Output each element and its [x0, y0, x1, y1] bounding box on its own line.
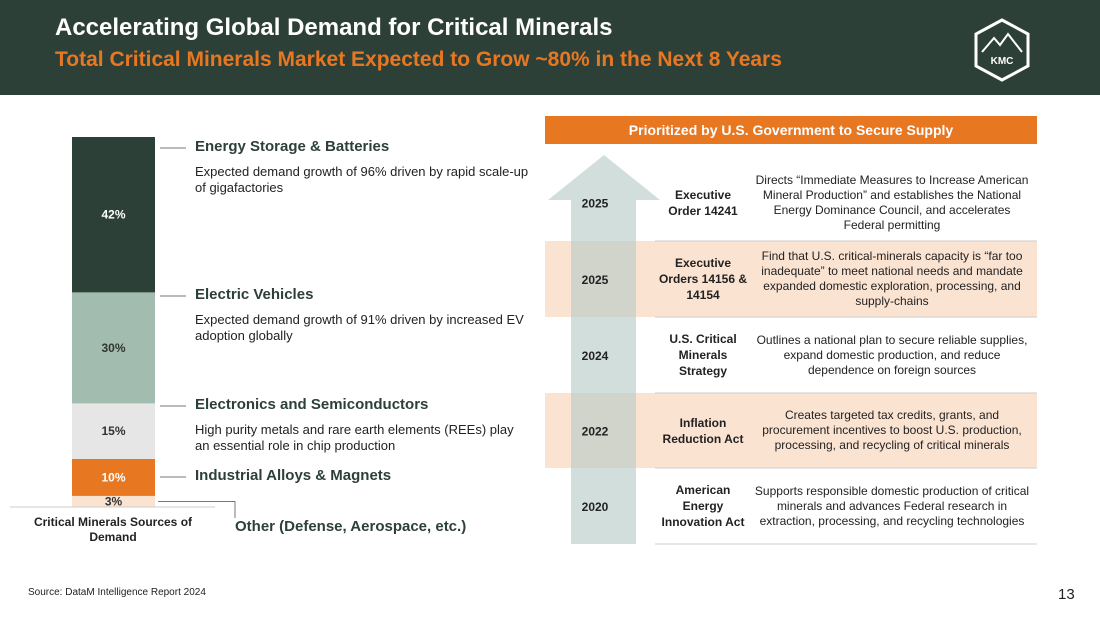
series-name: Electronics and Semiconductors	[195, 396, 429, 413]
row-description: Find that U.S. critical-minerals capacit…	[761, 249, 1023, 308]
series-description: Expected demand growth of 91% driven by …	[195, 312, 524, 343]
row-title: Executive Order 14241	[668, 187, 738, 218]
bar-segment	[72, 495, 155, 507]
series-name: Electric Vehicles	[195, 286, 314, 303]
value-label: 3%	[105, 494, 123, 508]
series-name: Energy Storage & Batteries	[195, 138, 390, 155]
row-year: 2024	[582, 349, 609, 363]
series-description: High purity metals and rare earth elemen…	[195, 422, 514, 453]
connector	[158, 500, 236, 518]
bar-segment	[72, 137, 155, 293]
bar-segment	[72, 292, 155, 404]
series-name: Industrial Alloys & Magnets	[195, 467, 392, 484]
bar-segment	[72, 403, 155, 459]
row-description: Supports responsible domestic production…	[754, 483, 1030, 528]
subtitle: Total Critical Minerals Market Expected …	[55, 48, 782, 71]
series-name: Other (Defense, Aerospace, etc.)	[235, 518, 467, 535]
table-title: Prioritized by U.S. Government to Secure…	[629, 122, 954, 138]
row-year: 2020	[582, 500, 609, 514]
row-description: Creates targeted tax credits, grants, an…	[762, 408, 1022, 452]
row-title: U.S. Critical Minerals Strategy	[669, 332, 737, 378]
series-description: Expected demand growth of 96% driven by …	[195, 164, 529, 195]
row-year: 2022	[582, 425, 609, 439]
source: Source: DataM Intelligence Report 2024	[28, 587, 206, 598]
logo-mountain	[981, 32, 1023, 53]
timeline-arrow	[548, 155, 660, 544]
header-band	[0, 0, 1100, 95]
page-number: 13	[1058, 586, 1075, 603]
value-label: 42%	[101, 208, 125, 222]
row-description: Outlines a national plan to secure relia…	[756, 332, 1028, 377]
row-title: American Energy Innovation Act	[661, 483, 745, 529]
category-label: Critical Minerals Sources of Demand	[33, 515, 193, 544]
row-title: Inflation Reduction Act	[662, 415, 744, 446]
row-year: 2025	[582, 273, 609, 287]
logo-text: KMC	[991, 56, 1014, 67]
row-year: 2025	[582, 197, 609, 211]
logo-hex	[974, 18, 1030, 82]
value-label: 15%	[101, 424, 125, 438]
value-label: 30%	[101, 341, 125, 355]
table-header-bg	[545, 116, 1037, 144]
row-title: Executive Orders 14156 & 14154	[658, 256, 748, 302]
bar-segment	[72, 458, 155, 496]
row-description: Directs “Immediate Measures to Increase …	[755, 172, 1029, 232]
value-label: 10%	[101, 470, 125, 484]
title: Accelerating Global Demand for Critical …	[55, 14, 613, 41]
